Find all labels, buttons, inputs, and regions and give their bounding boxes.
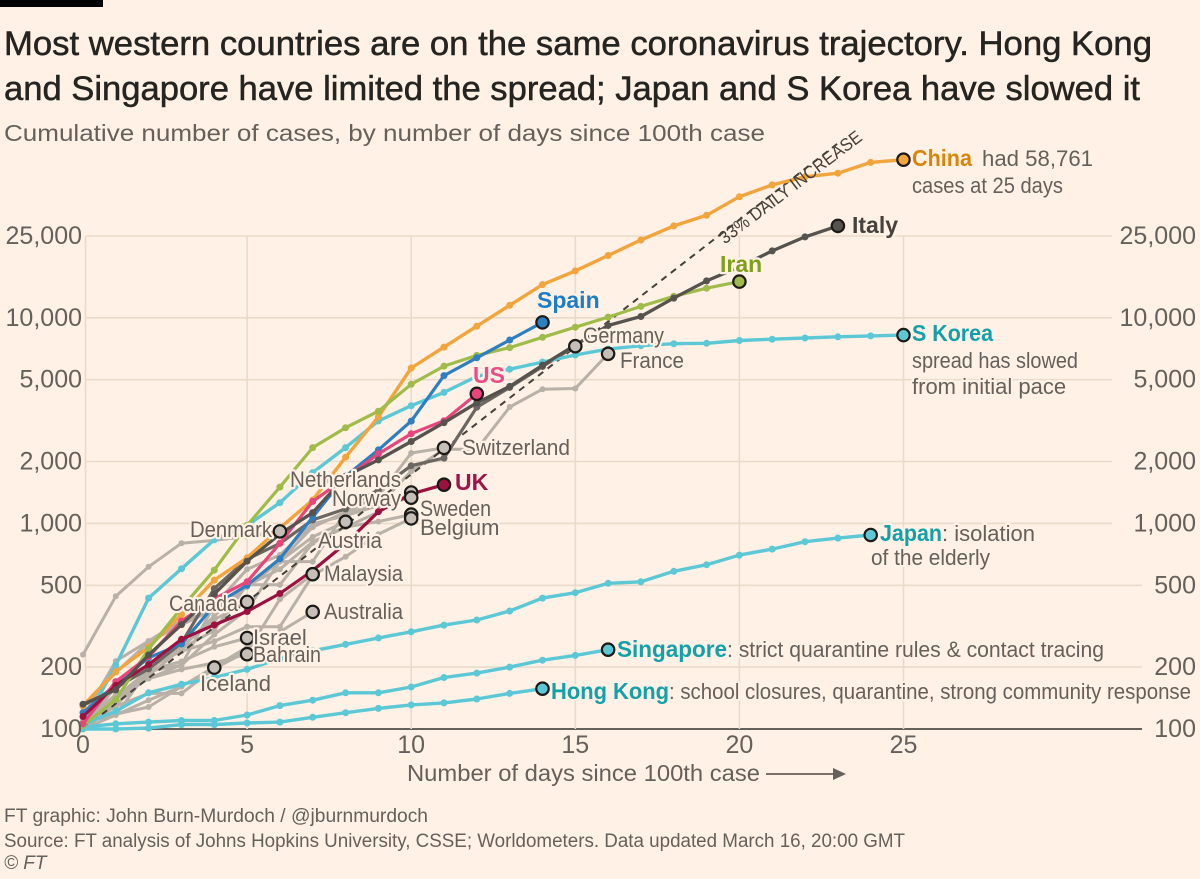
svg-text:: strict quarantine rules & co: : strict quarantine rules & contact trac… xyxy=(727,637,1104,662)
svg-text:Denmark: Denmark xyxy=(190,517,273,542)
svg-text:Italy: Italy xyxy=(852,212,898,238)
svg-text:and Singapore have limited the: and Singapore have limited the spread; J… xyxy=(4,70,1141,108)
svg-text:100: 100 xyxy=(1154,715,1196,743)
svg-text:Australia: Australia xyxy=(324,599,404,624)
svg-text:US: US xyxy=(473,362,505,388)
svg-text:15: 15 xyxy=(561,731,589,759)
svg-text:Belgium: Belgium xyxy=(420,515,499,540)
svg-text:Number of days since 100th cas: Number of days since 100th case xyxy=(407,760,760,786)
svg-text:5: 5 xyxy=(240,731,254,759)
svg-text:200: 200 xyxy=(1154,653,1196,681)
svg-text:20: 20 xyxy=(725,731,753,759)
svg-text:25,000: 25,000 xyxy=(6,222,82,250)
svg-text:1,000: 1,000 xyxy=(1133,509,1196,537)
svg-text:10: 10 xyxy=(397,731,425,759)
svg-text:Cumulative number of cases, by: Cumulative number of cases, by number of… xyxy=(4,120,765,146)
svg-text:S Korea: S Korea xyxy=(912,320,993,346)
svg-text:200: 200 xyxy=(40,653,82,681)
svg-text:Singapore: Singapore xyxy=(617,636,727,662)
svg-text:Source: FT analysis of Johns H: Source: FT analysis of Johns Hopkins Uni… xyxy=(4,831,905,852)
svg-text:Israel: Israel xyxy=(253,625,307,650)
svg-text:Spain: Spain xyxy=(537,287,600,313)
svg-text:: school closures, quarantine,: : school closures, quarantine, strong co… xyxy=(669,679,1191,704)
svg-text:Switzerland: Switzerland xyxy=(462,435,570,460)
svg-text:25: 25 xyxy=(890,731,918,759)
svg-text:: isolation: : isolation xyxy=(942,521,1035,546)
svg-text:Norway: Norway xyxy=(332,486,401,511)
svg-text:from initial pace: from initial pace xyxy=(912,374,1066,399)
svg-text:France: France xyxy=(620,348,684,373)
svg-text:100: 100 xyxy=(40,715,82,743)
svg-text:UK: UK xyxy=(455,469,489,495)
svg-text:Japan: Japan xyxy=(880,520,942,546)
svg-text:spread has slowed: spread has slowed xyxy=(912,348,1078,373)
svg-text:2,000: 2,000 xyxy=(1133,448,1196,476)
svg-text:© FT: © FT xyxy=(4,853,48,874)
svg-text:Iran: Iran xyxy=(720,251,762,277)
svg-text:0: 0 xyxy=(76,731,90,759)
svg-text:2,000: 2,000 xyxy=(19,448,82,476)
svg-text:25,000: 25,000 xyxy=(1120,222,1196,250)
svg-text:Hong Kong: Hong Kong xyxy=(551,678,669,704)
svg-text:500: 500 xyxy=(1154,571,1196,599)
svg-text:FT graphic: John Burn-Murdoch: FT graphic: John Burn-Murdoch / @jburnmu… xyxy=(4,806,428,827)
svg-text:10,000: 10,000 xyxy=(1120,304,1196,332)
svg-text:Bahrain: Bahrain xyxy=(253,642,321,667)
svg-text:China: China xyxy=(912,145,972,171)
svg-text:Iceland: Iceland xyxy=(200,671,271,696)
svg-text:Austria: Austria xyxy=(318,528,383,553)
svg-text:5,000: 5,000 xyxy=(19,366,82,394)
svg-text:5,000: 5,000 xyxy=(1133,366,1196,394)
svg-text:Malaysia: Malaysia xyxy=(324,561,404,586)
svg-text:Germany: Germany xyxy=(583,323,664,348)
svg-text:Netherlands: Netherlands xyxy=(290,467,401,492)
svg-text:Canada: Canada xyxy=(169,591,239,616)
svg-text:cases at 25 days: cases at 25 days xyxy=(912,173,1063,198)
svg-text:of the elderly: of the elderly xyxy=(871,545,990,570)
svg-text:Sweden: Sweden xyxy=(420,496,491,521)
svg-text:10,000: 10,000 xyxy=(6,304,82,332)
svg-text:500: 500 xyxy=(40,571,82,599)
svg-text:Most western countries are on: Most western countries are on the same c… xyxy=(4,25,1152,63)
svg-text:1,000: 1,000 xyxy=(19,509,82,537)
svg-text:had 58,761: had 58,761 xyxy=(982,146,1093,171)
